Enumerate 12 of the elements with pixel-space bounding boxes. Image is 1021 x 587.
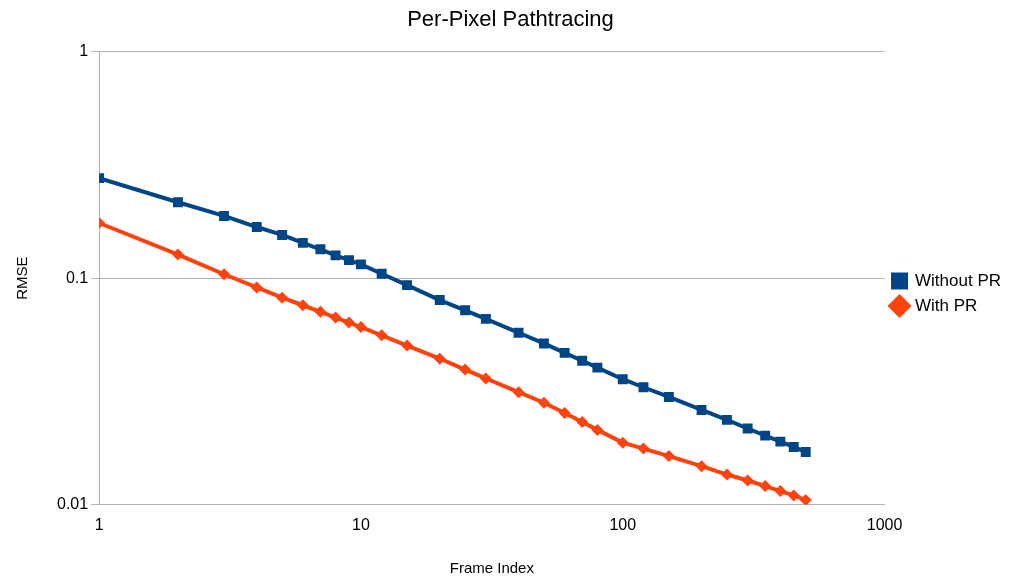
y-tick-label: 1 xyxy=(79,41,89,59)
x-tick-label: 100 xyxy=(609,515,637,533)
legend-label: Without PR xyxy=(915,270,1002,290)
y-axis-title: RMSE xyxy=(13,256,31,300)
y-tick-label: 0.1 xyxy=(65,268,89,286)
legend-label: With PR xyxy=(915,295,978,315)
x-tick-label: 1000 xyxy=(866,515,903,533)
x-axis-title: Frame Index xyxy=(449,559,535,577)
x-tick-label: 1 xyxy=(94,515,104,533)
x-tick-label: 10 xyxy=(352,515,370,533)
chart-title: Per-Pixel Pathtracing xyxy=(407,6,614,32)
y-tick-label: 0.01 xyxy=(57,495,89,513)
